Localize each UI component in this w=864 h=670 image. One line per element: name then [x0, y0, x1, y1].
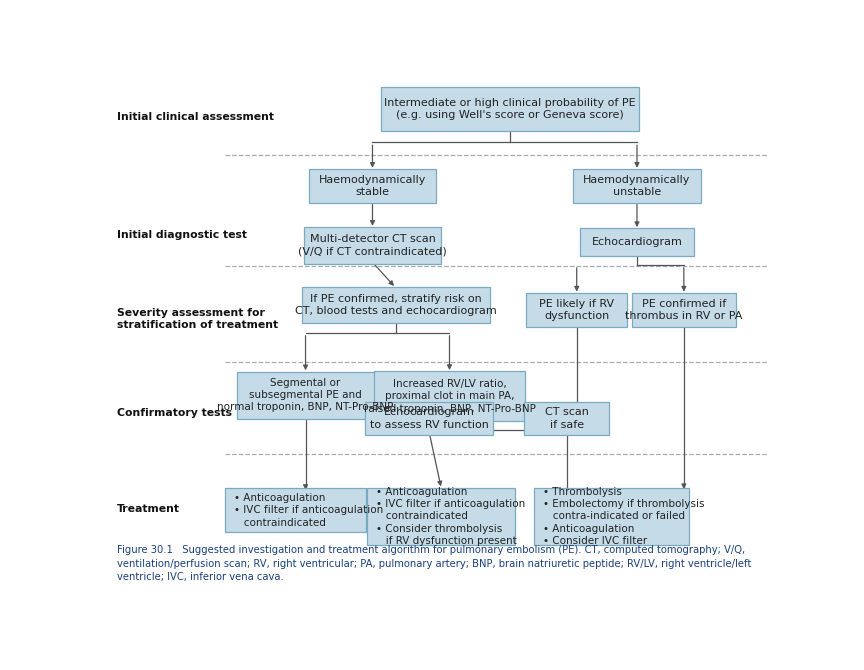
Text: • Anticoagulation
• IVC filter if anticoagulation
   contraindicated: • Anticoagulation • IVC filter if antico…: [233, 492, 383, 527]
Text: Treatment: Treatment: [117, 504, 180, 514]
FancyBboxPatch shape: [534, 488, 689, 545]
Text: Confirmatory tests: Confirmatory tests: [117, 408, 232, 418]
Text: PE confirmed if
thrombus in RV or PA: PE confirmed if thrombus in RV or PA: [626, 299, 742, 321]
Text: Initial diagnostic test: Initial diagnostic test: [117, 230, 247, 240]
FancyBboxPatch shape: [303, 227, 442, 264]
Text: Echocardiogram: Echocardiogram: [592, 237, 683, 247]
FancyBboxPatch shape: [225, 488, 366, 532]
Text: Severity assessment for
stratification of treatment: Severity assessment for stratification o…: [117, 308, 278, 330]
Text: PE likely if RV
dysfunction: PE likely if RV dysfunction: [539, 299, 614, 321]
FancyBboxPatch shape: [526, 293, 627, 327]
Text: Segmental or
subsegmental PE and
normal troponin, BNP, NT-Pro-BNP: Segmental or subsegmental PE and normal …: [218, 378, 394, 413]
Text: Haemodynamically
unstable: Haemodynamically unstable: [583, 175, 690, 198]
FancyBboxPatch shape: [237, 372, 374, 419]
FancyBboxPatch shape: [302, 287, 490, 323]
FancyBboxPatch shape: [367, 488, 516, 545]
Text: Haemodynamically
stable: Haemodynamically stable: [319, 175, 426, 198]
Text: • Thrombolysis
• Embolectomy if thrombolysis
   contra-indicated or failed
• Ant: • Thrombolysis • Embolectomy if thrombol…: [543, 486, 704, 546]
Text: Intermediate or high clinical probability of PE
(e.g. using Well's score or Gene: Intermediate or high clinical probabilit…: [384, 98, 636, 120]
FancyBboxPatch shape: [573, 169, 701, 203]
Text: CT scan
if safe: CT scan if safe: [544, 407, 588, 429]
FancyBboxPatch shape: [524, 402, 609, 435]
FancyBboxPatch shape: [632, 293, 736, 327]
Text: • Anticoagulation
• IVC filter if anticoagulation
   contraindicated
• Consider : • Anticoagulation • IVC filter if antico…: [376, 486, 525, 546]
Text: Echocardiogram
to assess RV function: Echocardiogram to assess RV function: [370, 407, 489, 429]
FancyBboxPatch shape: [374, 371, 525, 421]
FancyBboxPatch shape: [580, 228, 695, 257]
FancyBboxPatch shape: [308, 169, 436, 203]
FancyBboxPatch shape: [365, 402, 493, 435]
Text: Initial clinical assessment: Initial clinical assessment: [117, 111, 274, 121]
Text: If PE confirmed, stratify risk on
CT, blood tests and echocardiogram: If PE confirmed, stratify risk on CT, bl…: [295, 293, 497, 316]
Text: Multi-detector CT scan
(V/Q if CT contraindicated): Multi-detector CT scan (V/Q if CT contra…: [298, 234, 447, 257]
FancyBboxPatch shape: [380, 86, 639, 131]
Text: Increased RV/LV ratio,
proximal clot in main PA,
raised troponin, BNP, NT-Pro-BN: Increased RV/LV ratio, proximal clot in …: [364, 379, 536, 413]
Text: Figure 30.1   Suggested investigation and treatment algorithm for pulmonary embo: Figure 30.1 Suggested investigation and …: [117, 545, 751, 582]
